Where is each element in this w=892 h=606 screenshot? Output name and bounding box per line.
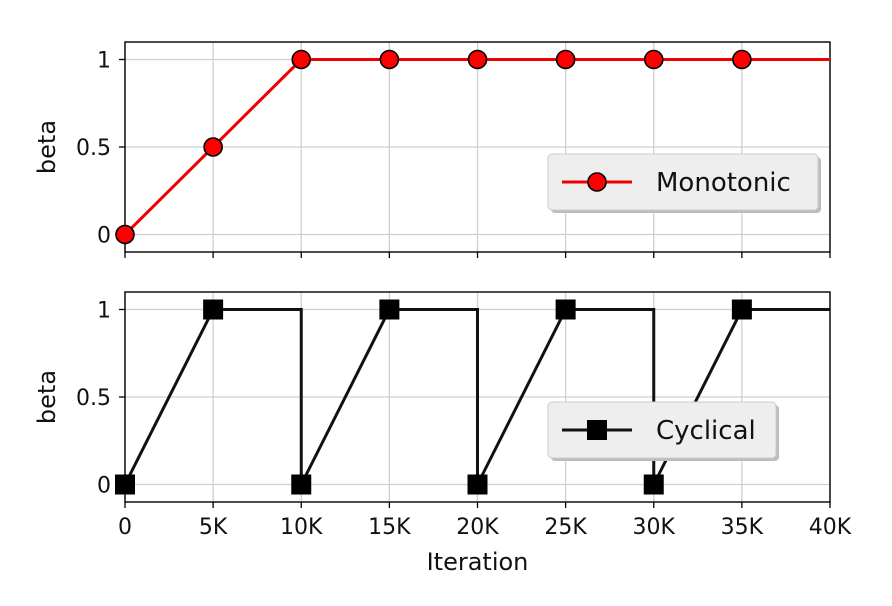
data-point	[467, 474, 488, 495]
data-point	[115, 474, 135, 495]
x-axis-label: Iteration	[427, 548, 529, 576]
legend-label: Cyclical	[656, 416, 756, 446]
data-point	[203, 137, 223, 157]
x-tick-label: 10K	[280, 515, 323, 540]
x-tick-label: 15K	[368, 515, 411, 540]
data-point	[115, 224, 135, 245]
legend-marker	[587, 420, 607, 440]
x-tick-label: 35K	[721, 515, 764, 540]
data-point	[643, 474, 664, 495]
data-point	[555, 299, 576, 320]
legend-box	[547, 401, 777, 459]
y-axis-label: beta	[33, 370, 61, 424]
x-tick-label: 5K	[199, 515, 228, 540]
y-axis-label: beta	[33, 120, 61, 174]
data-point	[643, 49, 664, 70]
x-tick-label: 25K	[544, 515, 587, 540]
x-tick-label: 30K	[633, 515, 676, 540]
data-point	[291, 474, 312, 495]
data-point	[732, 49, 752, 70]
data-point	[467, 49, 488, 70]
y-tick-label: 0.5	[76, 136, 111, 161]
y-tick-label: 1	[97, 299, 111, 324]
legend-box	[547, 153, 819, 211]
data-point	[555, 49, 576, 70]
legend-label: Monotonic	[656, 168, 791, 198]
y-tick-label: 0.5	[76, 386, 111, 411]
y-tick-label: 0	[97, 474, 111, 499]
y-tick-label: 1	[97, 49, 111, 74]
data-point	[203, 299, 224, 320]
x-tick-label: 20K	[456, 515, 499, 540]
data-point	[731, 299, 752, 320]
y-tick-label: 0	[97, 224, 111, 249]
legend-marker	[587, 172, 607, 192]
x-tick-label: 0	[118, 515, 132, 540]
data-point	[379, 49, 400, 70]
chart-panel-1: 0 0.5 1 beta Monotonic	[33, 41, 831, 258]
chart-panel-2: 0 0.5 1 0 5K 10K 15K 20K 25K 30K 35K 40K beta Iterati…	[33, 291, 852, 576]
x-tick-label: 40K	[809, 515, 852, 540]
data-point	[291, 49, 312, 70]
data-point	[379, 299, 400, 320]
